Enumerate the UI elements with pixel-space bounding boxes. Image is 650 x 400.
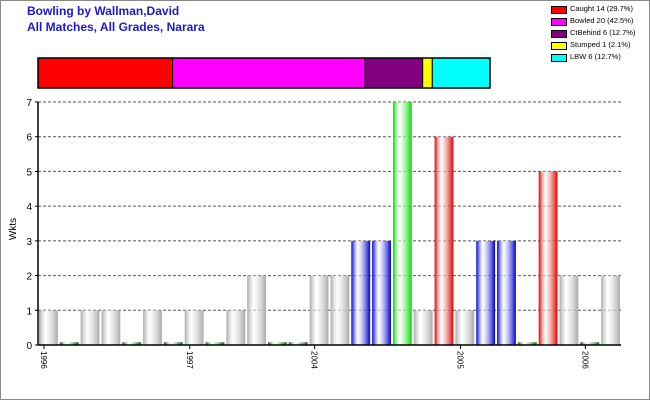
x-tick-label: 2006	[580, 351, 589, 369]
stack-segment-caught	[37, 57, 174, 89]
bar	[455, 310, 475, 345]
y-tick-label: 0	[26, 341, 32, 352]
bar	[413, 310, 433, 345]
y-tick-label: 1	[26, 306, 32, 317]
y-tick-label: 6	[26, 133, 32, 144]
bars	[39, 102, 620, 345]
bar	[517, 342, 537, 345]
chart-subtitle: All Matches, All Grades, Narara	[27, 20, 205, 34]
y-tick-label: 3	[26, 237, 32, 248]
y-tick-label: 4	[26, 202, 32, 213]
bar	[309, 275, 329, 345]
legend-item-stumped: Stumped 1 (2.1%)	[551, 40, 647, 51]
y-tick-label: 7	[26, 98, 32, 109]
stack-outline	[37, 57, 491, 89]
legend-swatch	[551, 6, 567, 14]
bar	[434, 136, 454, 345]
axes	[37, 102, 621, 346]
bar	[184, 310, 204, 345]
bar	[476, 240, 496, 345]
bar	[351, 240, 371, 345]
bar	[226, 310, 246, 345]
y-tick-label: 2	[26, 272, 32, 283]
x-tick-label: 2005	[455, 351, 464, 369]
bar	[101, 310, 121, 345]
legend-label: Bowled 20 (42.5%)	[570, 16, 634, 25]
bar	[247, 275, 267, 345]
legend-label: LBW 6 (12.7%)	[570, 52, 621, 61]
bar	[330, 275, 350, 345]
stack-segment-lbw	[431, 57, 491, 89]
bar	[559, 275, 579, 345]
y-axis-label: Wkts	[8, 218, 19, 240]
legend-item-caught: Caught 14 (29.7%)	[551, 4, 647, 15]
x-tick-label: 1997	[185, 351, 194, 369]
bar	[163, 342, 183, 345]
legend-item-lbw: LBW 6 (12.7%)	[551, 52, 647, 63]
bar	[205, 342, 225, 345]
bar	[497, 240, 516, 345]
y-tick-labels: 0 1 2 3 4 5 6 7	[26, 98, 38, 352]
bar	[392, 102, 412, 345]
dismissal-stacked-bar	[37, 57, 491, 89]
bar	[80, 310, 100, 345]
bar	[143, 310, 162, 345]
gridlines	[38, 101, 621, 311]
legend-swatch	[551, 30, 567, 38]
bar	[268, 342, 287, 345]
legend-label: CtBehind 6 (12.7%)	[570, 28, 636, 37]
bar	[122, 342, 142, 345]
legend: Caught 14 (29.7%) Bowled 20 (42.5%) CtBe…	[551, 4, 647, 64]
legend-swatch	[551, 18, 567, 26]
bar	[601, 275, 620, 345]
legend-item-ctbehind: CtBehind 6 (12.7%)	[551, 28, 647, 39]
chart-title: Bowling by Wallman,David	[27, 4, 180, 18]
bar	[538, 171, 558, 345]
bar	[39, 310, 58, 345]
legend-label: Caught 14 (29.7%)	[570, 4, 633, 13]
bar	[59, 342, 79, 345]
x-tick-labels: 1996 1997 2004 2005 2006	[39, 345, 589, 369]
bar	[580, 342, 600, 345]
legend-label: Stumped 1 (2.1%)	[570, 40, 631, 49]
y-tick-label: 5	[26, 167, 32, 178]
bar	[288, 342, 308, 345]
x-tick-label: 1996	[39, 351, 48, 369]
x-tick-label: 2004	[310, 351, 319, 369]
stack-segment-stumped	[422, 57, 433, 89]
stack-segment-ctbehind	[364, 57, 424, 89]
legend-item-bowled: Bowled 20 (42.5%)	[551, 16, 647, 27]
legend-swatch	[551, 42, 567, 50]
stack-segment-bowled	[172, 57, 366, 89]
bar	[372, 240, 391, 345]
legend-swatch	[551, 54, 567, 62]
